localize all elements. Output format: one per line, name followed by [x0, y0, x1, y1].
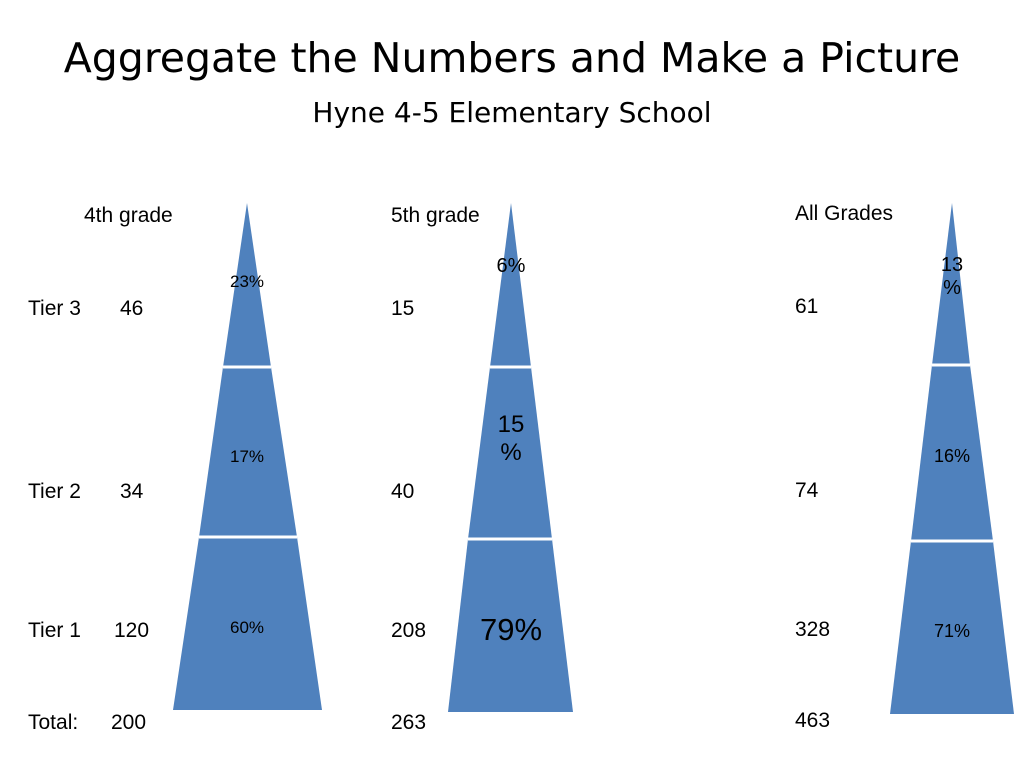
pct-5th-tier3: 6% — [497, 255, 526, 277]
pct-all-tier2: 16% — [934, 446, 970, 466]
count-4th-tier3: 46 — [120, 297, 144, 320]
row-label-tier2: Tier 2 — [28, 480, 81, 503]
row-label-tier3: Tier 3 — [28, 297, 81, 320]
column-heading-4th-grade: 4th grade — [84, 204, 173, 227]
count-all-tier2: 74 — [795, 479, 819, 502]
slide-subtitle: Hyne 4-5 Elementary School — [312, 96, 712, 129]
count-all-total: 463 — [795, 709, 831, 732]
pyramid-4th-tier3-segment — [223, 203, 271, 367]
column-heading-5th-grade: 5th grade — [391, 204, 480, 227]
pct-4th-tier1: 60% — [230, 618, 264, 637]
row-label-total: Total: — [28, 711, 79, 734]
pyramid-all-tier3-segment — [932, 203, 970, 365]
count-all-tier3: 61 — [795, 295, 819, 318]
pct-5th-tier1: 79% — [480, 612, 542, 647]
column-heading-all-grades: All Grades — [795, 202, 894, 225]
pyramid-5th-grade: 6% 15% 79% — [448, 203, 573, 712]
pct-all-tier3: 13% — [941, 254, 963, 299]
slide-title: Aggregate the Numbers and Make a Picture — [63, 34, 961, 82]
pyramid-4th-tier2-segment — [199, 367, 297, 537]
pyramid-5th-tier1-segment — [448, 539, 573, 712]
pyramid-4th-grade: 23% 17% 60% — [173, 203, 322, 710]
row-label-tier1: Tier 1 — [28, 619, 81, 642]
count-5th-tier1: 208 — [391, 619, 427, 642]
pct-4th-tier2: 17% — [230, 447, 264, 466]
pyramid-5th-tier3-segment — [490, 203, 531, 367]
count-4th-tier1: 120 — [114, 619, 150, 642]
count-all-tier1: 328 — [795, 618, 831, 641]
pyramid-5th-tier2-segment — [468, 367, 552, 539]
pyramid-all-tier1-segment — [890, 541, 1014, 714]
pyramid-all-tier2-segment — [911, 365, 993, 541]
pyramid-all-grades: 13% 16% 71% — [890, 203, 1014, 714]
pct-4th-tier3: 23% — [230, 272, 264, 291]
count-4th-total: 200 — [111, 711, 147, 734]
pyramid-4th-tier1-segment — [173, 537, 322, 710]
count-5th-tier3: 15 — [391, 297, 415, 320]
pct-all-tier1: 71% — [934, 621, 970, 641]
count-5th-total: 263 — [391, 711, 427, 734]
count-5th-tier2: 40 — [391, 480, 415, 503]
count-4th-tier2: 34 — [120, 480, 144, 503]
pct-5th-tier2: 15% — [498, 411, 525, 466]
